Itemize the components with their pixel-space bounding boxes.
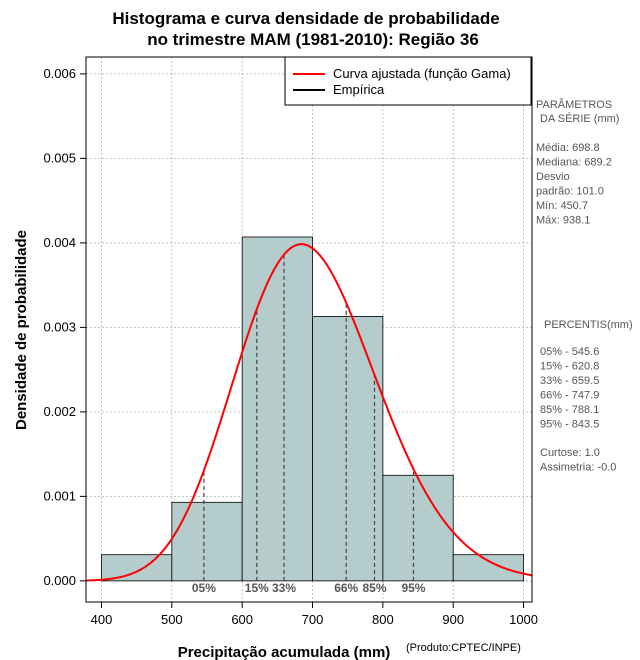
param-line-3: padrão: 101.0 bbox=[536, 186, 604, 198]
percentil-line-1: 15% - 620.8 bbox=[540, 361, 599, 373]
x-tick-label-4: 800 bbox=[372, 612, 394, 627]
x-tick-label-5: 900 bbox=[442, 612, 464, 627]
percentile-label-1: 15% bbox=[245, 581, 269, 595]
param-line-5: Máx: 938.1 bbox=[536, 215, 590, 227]
params-title-2: DA SÉRIE (mm) bbox=[540, 112, 619, 125]
y-axis-label: Densidade de probabilidade bbox=[13, 230, 30, 430]
histogram-bar-1 bbox=[171, 501, 243, 582]
y-tick-label-6: 0.006 bbox=[43, 66, 76, 81]
x-tick-label-6: 1000 bbox=[509, 612, 538, 627]
param-line-4: Mín: 450.7 bbox=[536, 200, 588, 212]
percentile-label-5: 95% bbox=[401, 581, 425, 595]
x-tick-label-1: 500 bbox=[161, 612, 183, 627]
y-tick-label-4: 0.004 bbox=[43, 235, 76, 250]
legend: Curva ajustada (função Gama) Empírica bbox=[284, 56, 532, 106]
x-tick-label-0: 400 bbox=[91, 612, 113, 627]
y-axis: 0.000 0.001 0.002 0.003 0.004 0.005 0.006 bbox=[43, 66, 86, 588]
percentile-labels: 05% 15% 33% 66% 85% 95% bbox=[192, 581, 426, 595]
histogram-bar-5 bbox=[452, 554, 524, 582]
percentil-line-4: 85% - 788.1 bbox=[540, 404, 599, 416]
x-axis-label: Precipitação acumulada (mm) bbox=[178, 644, 391, 660]
percentis-title: PERCENTIS(mm) bbox=[544, 319, 633, 331]
x-tick-label-3: 700 bbox=[302, 612, 324, 627]
fitted-curve bbox=[85, 243, 533, 582]
param-line-1: Mediana: 689.2 bbox=[536, 157, 612, 169]
percentil-line-5: 95% - 843.5 bbox=[540, 419, 599, 431]
percentile-label-2: 33% bbox=[272, 581, 296, 595]
histogram-bar-4 bbox=[382, 474, 454, 582]
percentile-label-0: 05% bbox=[192, 581, 216, 595]
x-axis: 400 500 600 700 800 900 1000 bbox=[91, 602, 538, 627]
legend-label-fitted: Curva ajustada (função Gama) bbox=[333, 66, 511, 81]
y-tick-label-1: 0.001 bbox=[43, 488, 76, 503]
stat-line-0: Curtose: 1.0 bbox=[540, 447, 600, 459]
percentile-lines bbox=[203, 254, 415, 581]
fitted-curve-line bbox=[85, 243, 533, 582]
params-title-1: PARÂMETROS bbox=[536, 98, 612, 111]
param-line-0: Média: 698.8 bbox=[536, 142, 600, 154]
y-tick-label-5: 0.005 bbox=[43, 150, 76, 165]
y-tick-label-3: 0.003 bbox=[43, 319, 76, 334]
percentil-line-2: 33% - 659.5 bbox=[540, 375, 599, 387]
histogram-bar-0 bbox=[101, 554, 173, 582]
histogram-bars bbox=[101, 236, 524, 582]
histogram-bar-2 bbox=[241, 236, 313, 582]
credit-text: (Produto:CPTEC/INPE) bbox=[406, 642, 521, 654]
chart-title-line2: no trimestre MAM (1981-2010): Região 36 bbox=[147, 30, 479, 49]
chart-title-line1: Histograma e curva densidade de probabil… bbox=[112, 9, 499, 28]
legend-label-empirical: Empírica bbox=[333, 82, 385, 97]
percentil-line-3: 66% - 747.9 bbox=[540, 390, 599, 402]
param-line-2: Desvio bbox=[536, 171, 570, 183]
percentil-line-0: 05% - 545.6 bbox=[540, 346, 599, 358]
y-tick-label-0: 0.000 bbox=[43, 573, 76, 588]
x-tick-label-2: 600 bbox=[231, 612, 253, 627]
series-parameters-panel: PARÂMETROS DA SÉRIE (mm) Média: 698.8 Med… bbox=[536, 98, 633, 474]
percentile-label-3: 66% bbox=[334, 581, 358, 595]
histogram-bar-3 bbox=[312, 316, 384, 582]
legend-box bbox=[284, 56, 532, 106]
y-tick-label-2: 0.002 bbox=[43, 404, 76, 419]
stat-line-1: Assimetria: -0.0 bbox=[540, 462, 616, 474]
percentile-label-4: 85% bbox=[362, 581, 386, 595]
